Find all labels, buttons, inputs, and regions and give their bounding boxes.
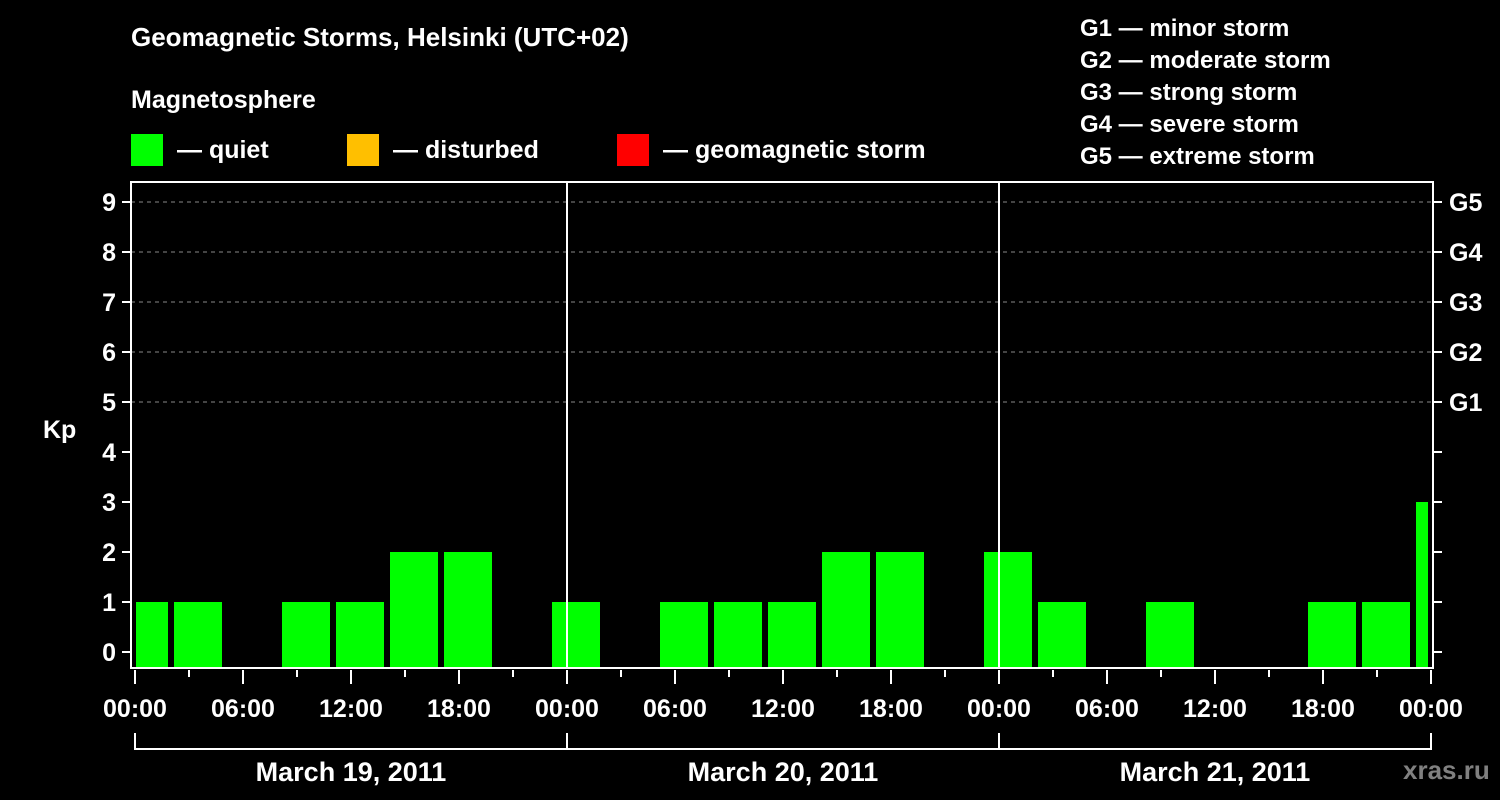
x-tick-label: 18:00: [427, 695, 491, 723]
y-tick-label: 6: [102, 339, 116, 367]
x-tick-label: 18:00: [859, 695, 923, 723]
x-tick-label: 00:00: [967, 695, 1031, 723]
bars: [136, 502, 1428, 668]
kp-bar: [1308, 602, 1356, 668]
x-tick-label: 18:00: [1291, 695, 1355, 723]
legend-swatch-quiet: [131, 134, 163, 166]
legend-item-quiet: — quiet: [131, 134, 269, 166]
axis-labels: 0 1 2 3 4 5 6 7 8 9 G1 G2 G3 G4 G5 Kp 00:00 06:00 12:00 18:…: [43, 189, 1482, 787]
x-tick-label: 12:00: [751, 695, 815, 723]
y-tick-label: 1: [102, 589, 116, 617]
y-tick-label: 4: [102, 439, 116, 467]
kp-bar: [1146, 602, 1194, 668]
legend-item-disturbed: — disturbed: [347, 134, 539, 166]
date-label: March 21, 2011: [1120, 757, 1311, 787]
x-tick-label: 06:00: [211, 695, 275, 723]
watermark: xras.ru: [1403, 755, 1490, 785]
g-scale-g3: G3 — strong storm: [1080, 79, 1298, 106]
date-label: March 20, 2011: [688, 757, 879, 787]
legend-label-quiet: — quiet: [177, 135, 269, 164]
g-level-label: G1: [1449, 389, 1482, 417]
y-tick-label: 2: [102, 539, 116, 567]
date-label: March 19, 2011: [256, 757, 447, 787]
legend-swatch-disturbed: [347, 134, 379, 166]
kp-bar: [336, 602, 384, 668]
kp-bar: [1416, 502, 1428, 668]
y-tick-label: 0: [102, 639, 116, 667]
kp-bar: [714, 602, 762, 668]
chart-title: Geomagnetic Storms, Helsinki (UTC+02): [131, 22, 629, 52]
y-tick-label: 7: [102, 289, 116, 317]
grid-lines: [131, 201, 1433, 403]
kp-bar: [660, 602, 708, 668]
kp-bar: [552, 602, 600, 668]
y-tick-label: 3: [102, 489, 116, 517]
kp-bar: [1362, 602, 1410, 668]
y-tick-label: 8: [102, 239, 116, 267]
axes: [122, 181, 1442, 750]
g-scale-g4: G4 — severe storm: [1080, 111, 1299, 138]
g-level-label: G2: [1449, 339, 1482, 367]
g-scale-g5: G5 — extreme storm: [1080, 143, 1315, 170]
legend-label-storm: — geomagnetic storm: [663, 135, 926, 164]
g-scale-g2: G2 — moderate storm: [1080, 47, 1331, 74]
legend-swatch-storm: [617, 134, 649, 166]
plot-frame: [130, 181, 1434, 669]
g-level-label: G5: [1449, 189, 1482, 217]
x-tick-label: 06:00: [643, 695, 707, 723]
kp-bar: [1038, 602, 1086, 668]
x-tick-label: 12:00: [319, 695, 383, 723]
kp-bar: [822, 552, 870, 668]
chart-subtitle: Magnetosphere: [131, 86, 316, 114]
x-tick-label: 00:00: [1399, 695, 1463, 723]
kp-bar: [282, 602, 330, 668]
x-tick-label: 12:00: [1183, 695, 1247, 723]
y-tick-label: 9: [102, 189, 116, 217]
kp-bar: [174, 602, 222, 668]
x-tick-label: 06:00: [1075, 695, 1139, 723]
kp-bar: [984, 552, 1032, 668]
kp-bar: [444, 552, 492, 668]
legend-label-disturbed: — disturbed: [393, 135, 539, 164]
legend-item-storm: — geomagnetic storm: [617, 134, 926, 166]
g-level-label: G4: [1449, 239, 1482, 267]
x-tick-label: 00:00: [103, 695, 167, 723]
y-axis-label: Kp: [43, 416, 76, 444]
x-tick-label: 00:00: [535, 695, 599, 723]
g-scale-g1: G1 — minor storm: [1080, 15, 1290, 42]
kp-bar: [390, 552, 438, 668]
y-tick-label: 5: [102, 389, 116, 417]
kp-bar: [876, 552, 924, 668]
kp-bar: [768, 602, 816, 668]
kp-bar: [136, 602, 168, 668]
g-level-label: G3: [1449, 289, 1482, 317]
